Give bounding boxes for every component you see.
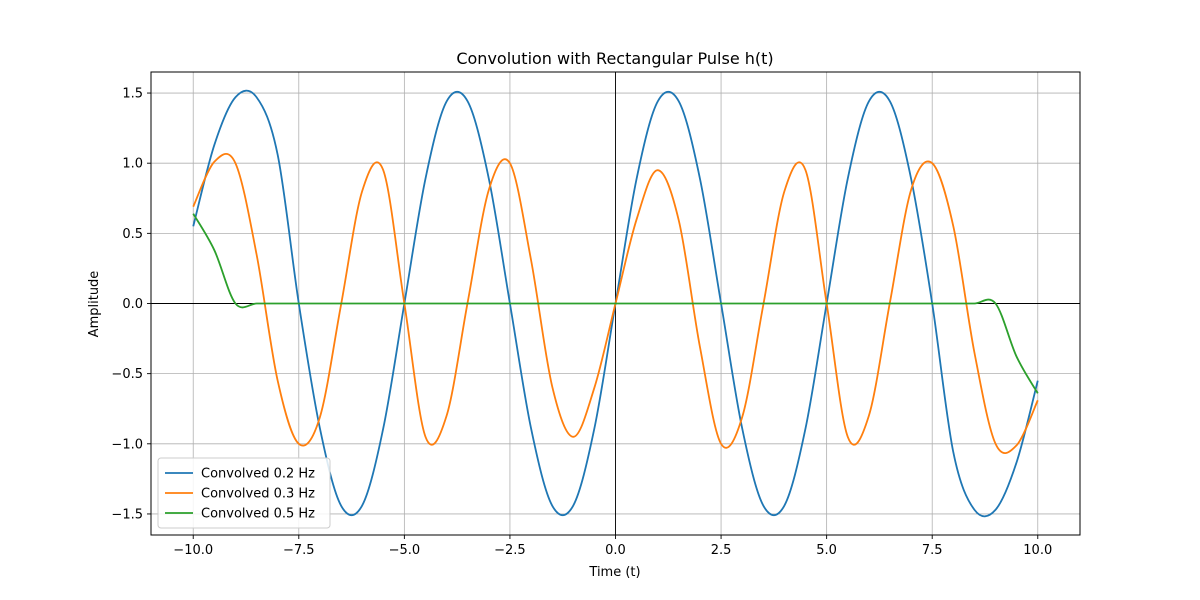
x-tick-label: −10.0 [173, 543, 213, 558]
legend-box [157, 457, 331, 529]
legend-label-1: Convolved 0.2 Hz [201, 467, 315, 482]
legend-label-3: Convolved 0.5 Hz [201, 507, 315, 522]
series-line-3 [192, 213, 1039, 394]
y-tick-label: 0.5 [122, 227, 143, 242]
x-tick-label: −2.5 [494, 543, 526, 558]
x-tick-label: 7.5 [922, 543, 943, 558]
y-tick-label: 1.0 [122, 157, 143, 172]
legend: Convolved 0.2 Hz Convolved 0.3 Hz Convolve… [157, 457, 331, 529]
series-layer [192, 89, 1039, 518]
y-tick-label: −1.0 [111, 437, 143, 452]
y-tick-label: 0.0 [122, 297, 143, 312]
x-tick-label: 10.0 [1023, 543, 1052, 558]
x-axis-ticks: −10.0 −7.5 −5.0 −2.5 0.0 2.5 5.0 7.5 10.0 [173, 535, 1052, 558]
y-tick-label: −0.5 [111, 367, 143, 382]
y-axis-ticks: −1.5 −1.0 −0.5 0.0 0.5 1.0 1.5 [111, 87, 151, 522]
x-tick-label: 2.5 [711, 543, 732, 558]
x-tick-label: 5.0 [816, 543, 837, 558]
chart-title: Convolution with Rectangular Pulse h(t) [456, 49, 773, 68]
x-tick-label: −5.0 [389, 543, 421, 558]
x-tick-label: −7.5 [283, 543, 315, 558]
y-tick-label: −1.5 [111, 507, 143, 522]
y-axis-label: Amplitude [87, 271, 102, 338]
x-axis-label: Time (t) [588, 565, 640, 580]
y-tick-label: 1.5 [122, 87, 143, 102]
x-tick-label: 0.0 [605, 543, 626, 558]
legend-label-2: Convolved 0.3 Hz [201, 487, 315, 502]
